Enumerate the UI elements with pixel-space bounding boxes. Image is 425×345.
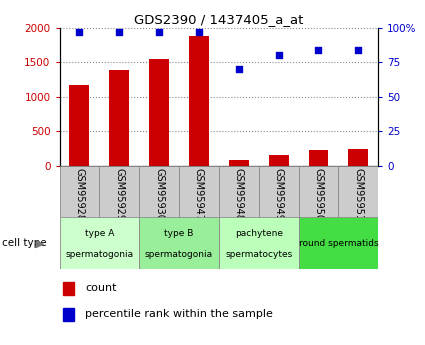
Text: GSM95929: GSM95929: [114, 168, 124, 221]
Bar: [63, 308, 74, 321]
FancyBboxPatch shape: [99, 166, 139, 217]
FancyBboxPatch shape: [179, 166, 219, 217]
Point: [355, 47, 362, 52]
Point: [76, 29, 83, 34]
Bar: [189, 36, 209, 166]
Text: spermatogonia: spermatogonia: [65, 250, 133, 259]
FancyBboxPatch shape: [60, 166, 99, 217]
Text: ▶: ▶: [36, 238, 45, 248]
Point: [315, 47, 322, 52]
Text: GSM95951: GSM95951: [353, 168, 363, 221]
Text: count: count: [85, 283, 116, 293]
Text: GSM95949: GSM95949: [274, 168, 283, 221]
FancyBboxPatch shape: [298, 217, 378, 269]
Text: spermatocytes: spermatocytes: [225, 250, 292, 259]
Bar: [149, 59, 169, 166]
Text: GSM95947: GSM95947: [194, 168, 204, 221]
Text: type A: type A: [85, 229, 114, 238]
Text: type B: type B: [164, 229, 194, 238]
FancyBboxPatch shape: [139, 166, 179, 217]
Point: [275, 52, 282, 58]
Bar: [269, 155, 289, 166]
FancyBboxPatch shape: [139, 217, 219, 269]
Text: GSM95950: GSM95950: [314, 168, 323, 221]
Point: [235, 66, 242, 72]
Point: [116, 29, 123, 34]
Text: pachytene: pachytene: [235, 229, 283, 238]
Point: [156, 29, 162, 34]
FancyBboxPatch shape: [338, 166, 378, 217]
FancyBboxPatch shape: [298, 166, 338, 217]
FancyBboxPatch shape: [219, 217, 298, 269]
Text: GSM95948: GSM95948: [234, 168, 244, 221]
Text: spermatogonia: spermatogonia: [145, 250, 213, 259]
Bar: [109, 70, 129, 166]
Title: GDS2390 / 1437405_a_at: GDS2390 / 1437405_a_at: [134, 13, 303, 27]
Text: percentile rank within the sample: percentile rank within the sample: [85, 309, 273, 319]
Bar: [69, 85, 89, 166]
Bar: [229, 160, 249, 166]
Bar: [309, 150, 329, 166]
FancyBboxPatch shape: [219, 166, 259, 217]
Point: [196, 29, 202, 34]
FancyBboxPatch shape: [259, 166, 298, 217]
Bar: [63, 282, 74, 295]
Bar: [348, 149, 368, 166]
FancyBboxPatch shape: [60, 217, 139, 269]
Text: GSM95928: GSM95928: [74, 168, 85, 221]
Text: GSM95930: GSM95930: [154, 168, 164, 221]
Text: round spermatids: round spermatids: [299, 239, 378, 248]
Text: cell type: cell type: [2, 238, 47, 248]
